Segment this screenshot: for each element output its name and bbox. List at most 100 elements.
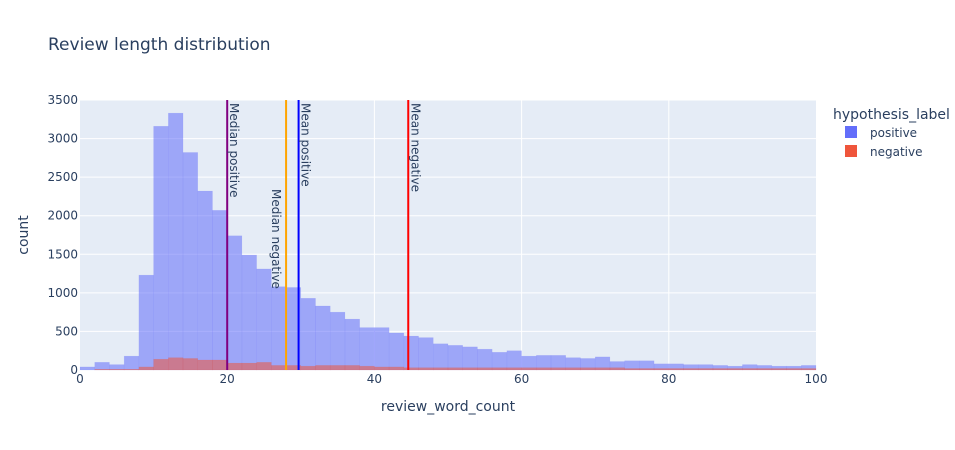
histogram-bar-negative [536, 367, 552, 371]
histogram-bar-positive [462, 346, 478, 371]
histogram-bar-positive [168, 112, 184, 371]
histogram-bar-positive [271, 286, 287, 371]
reference-lines: Median positive Median negative Mean posit… [226, 100, 422, 370]
y-tick-label: 3000 [47, 132, 78, 146]
x-tick-label: 20 [220, 372, 235, 386]
x-axis-title: review_word_count [381, 399, 516, 415]
histogram-bar-negative [182, 358, 199, 371]
legend-swatch-positive [845, 126, 857, 138]
legend-item-positive[interactable]: positive [845, 126, 917, 140]
y-tick-label: 2500 [47, 170, 78, 184]
y-tick-label: 0 [70, 363, 78, 377]
y-tick-label: 1000 [47, 286, 78, 300]
histogram-bar-negative [433, 367, 449, 371]
histogram-bar-positive [212, 210, 228, 371]
vline-label-mean-negative: Mean negative [408, 103, 422, 192]
histogram-bar-positive [79, 366, 95, 371]
histogram-bar-negative [315, 365, 331, 371]
histogram-bar-negative [329, 365, 346, 371]
histogram-bar-positive [182, 152, 199, 371]
histogram-bar-positive [403, 335, 419, 371]
histogram-bar-positive [123, 355, 140, 371]
histogram-bar-positive [300, 298, 316, 371]
y-tick-label: 500 [55, 324, 78, 338]
x-tick-label: 100 [805, 372, 828, 386]
histogram-bar-positive [388, 332, 405, 371]
histogram-bar-negative [212, 359, 228, 371]
histogram-bar-positive [447, 345, 463, 371]
histogram-bar-negative [639, 368, 655, 371]
histogram-bar-positive [153, 125, 169, 371]
histogram-bar-negative [197, 359, 213, 371]
histogram-bar-negative [594, 367, 611, 371]
histogram-bar-negative [506, 367, 522, 371]
legend-label-positive: positive [870, 126, 917, 140]
vline-label-median-positive: Median positive [227, 103, 241, 198]
histogram-bar-negative [462, 367, 478, 371]
y-tick-label: 3500 [47, 93, 78, 107]
x-tick-label: 0 [76, 372, 84, 386]
histogram-bar-negative [521, 367, 537, 371]
histogram-bar-negative [418, 367, 434, 371]
vline-label-median-negative: Median negative [269, 189, 283, 289]
histogram-bar-negative [109, 368, 125, 371]
series-negative [94, 357, 817, 371]
histogram-bar-negative [138, 366, 154, 371]
histogram-bar-negative [344, 365, 360, 371]
histogram-bar-positive [433, 343, 449, 371]
vline-label-mean-positive: Mean positive [299, 103, 313, 187]
histogram-bar-negative [786, 368, 802, 371]
histogram-bar-positive [197, 190, 213, 371]
histogram-bar-negative [271, 365, 287, 371]
histogram-bar-negative [388, 366, 405, 371]
histogram-bar-negative [477, 367, 493, 371]
histogram-bar-positive [491, 352, 508, 371]
x-tick-label: 60 [514, 372, 529, 386]
histogram-bar-negative [226, 362, 243, 371]
histogram-bar-negative [550, 367, 567, 371]
histogram-bar-positive [374, 327, 390, 371]
histogram-bar-negative [609, 367, 625, 371]
histogram-bar-negative [771, 368, 787, 371]
histogram-bar-negative [624, 368, 640, 371]
histogram-bar-positive [477, 348, 493, 371]
legend: hypothesis_label positive negative [833, 107, 950, 159]
histogram-bar-negative [123, 368, 140, 371]
histogram-bar-negative [580, 367, 596, 371]
histogram-bar-positive [138, 274, 154, 371]
histogram-bar-positive [241, 254, 257, 371]
y-tick-label: 1500 [47, 247, 78, 261]
histogram-bar-positive [344, 318, 360, 371]
legend-swatch-negative [845, 145, 857, 157]
histogram-bar-negative [168, 357, 184, 371]
legend-label-negative: negative [870, 145, 922, 159]
x-tick-label: 40 [367, 372, 382, 386]
histogram-bar-positive [226, 235, 243, 371]
histogram-bar-positive [315, 305, 331, 371]
histogram-bar-negative [668, 368, 684, 371]
y-axis-ticks: 0 500 1000 1500 2000 2500 3000 3500 [47, 93, 78, 377]
histogram-bar-negative [653, 368, 670, 371]
histogram-bar-positive [506, 350, 522, 371]
y-axis-title: count [16, 215, 32, 255]
histogram-bar-negative [241, 362, 257, 371]
histogram-bar-negative [697, 368, 714, 371]
histogram-bar-negative [374, 366, 390, 371]
histogram-bar-negative [403, 367, 419, 371]
histogram-bar-negative [712, 368, 728, 371]
histogram-bar-negative [447, 367, 463, 371]
histogram-bar-negative [801, 368, 817, 371]
histogram-bar-negative [565, 367, 581, 371]
x-axis-ticks: 0 20 40 60 80 100 [76, 372, 827, 386]
histogram-bar-positive [329, 311, 346, 371]
histogram-bar-negative [756, 368, 773, 371]
histogram-bar-negative [491, 367, 508, 371]
histogram-bar-negative [683, 368, 699, 371]
histogram-bar-negative [153, 358, 169, 371]
series-positive [79, 112, 817, 371]
legend-item-negative[interactable]: negative [845, 145, 922, 159]
chart-title: Review length distribution [48, 35, 271, 55]
histogram-bar-positive [94, 362, 110, 371]
histogram-bar-positive [359, 327, 375, 371]
